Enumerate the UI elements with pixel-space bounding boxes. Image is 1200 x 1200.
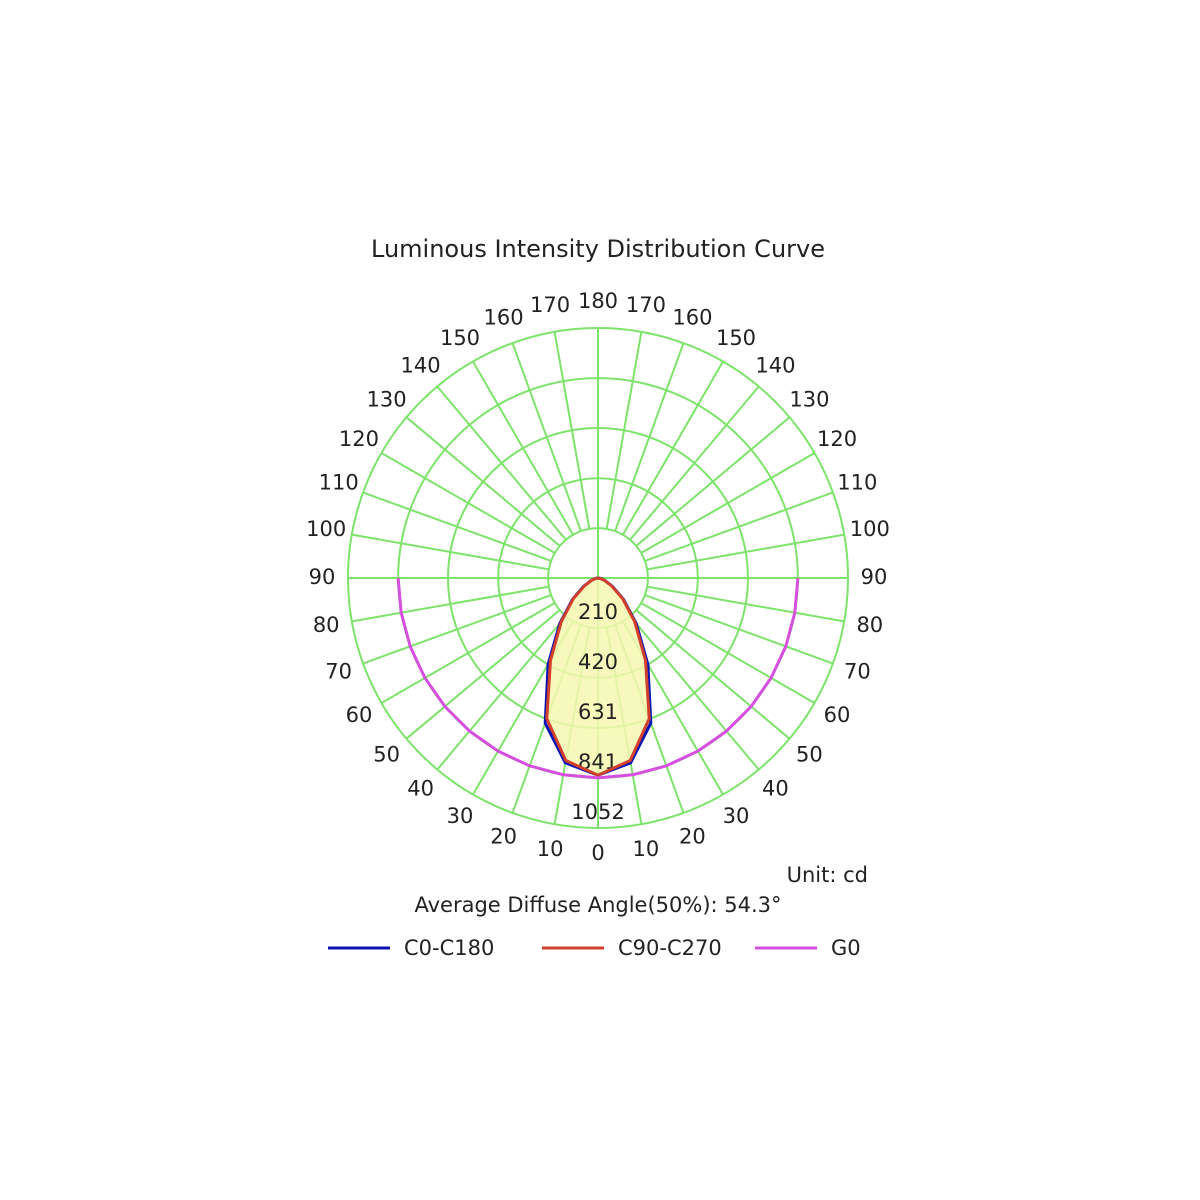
- grid-spoke: [351, 585, 550, 623]
- angle-label: 50: [373, 742, 400, 766]
- series-line: [597, 577, 800, 780]
- angle-label: 30: [723, 804, 750, 828]
- angle-label: 80: [856, 613, 883, 637]
- angle-label: 130: [789, 388, 829, 412]
- angle-label: 150: [440, 326, 480, 350]
- angle-label: 10: [537, 837, 564, 861]
- grid-spoke: [405, 416, 561, 547]
- grid-spoke: [640, 602, 816, 704]
- area-fill: [598, 578, 650, 776]
- angle-label: 150: [716, 326, 756, 350]
- series-line: [396, 577, 599, 780]
- angle-label: 0: [591, 841, 604, 865]
- r-tick-label: 1052: [571, 800, 624, 824]
- angle-label: 160: [672, 306, 712, 330]
- angle-label: 80: [313, 613, 340, 637]
- angle-label: 30: [447, 804, 474, 828]
- grid-spoke: [553, 331, 591, 530]
- angle-label: 90: [309, 565, 336, 589]
- angle-label: 120: [817, 427, 857, 451]
- grid-spoke: [436, 385, 567, 541]
- angle-label: 170: [626, 293, 666, 317]
- grid-spoke: [646, 533, 845, 571]
- grid-spoke: [614, 342, 685, 532]
- grid-spoke: [511, 342, 582, 532]
- series-line: [597, 576, 651, 777]
- unit-label: Unit: cd: [787, 863, 868, 887]
- angle-label: 100: [850, 517, 890, 541]
- grid-spoke: [380, 452, 556, 554]
- grid-spoke: [644, 491, 834, 562]
- angle-label: 70: [844, 659, 871, 683]
- angle-label: 100: [306, 517, 346, 541]
- grid-spoke: [362, 594, 552, 665]
- angle-label: 120: [339, 427, 379, 451]
- legend-label: G0: [831, 936, 861, 960]
- angle-label: 140: [401, 354, 441, 378]
- grid-spoke: [646, 585, 845, 623]
- angle-label: 110: [319, 471, 359, 495]
- r-tick-label: 420: [578, 650, 618, 674]
- angle-label: 160: [484, 306, 524, 330]
- angle-label: 170: [530, 293, 570, 317]
- angle-label: 70: [325, 659, 352, 683]
- angle-label: 10: [633, 837, 660, 861]
- grid-spoke: [405, 609, 561, 740]
- angle-label: 110: [837, 471, 877, 495]
- angle-label: 130: [367, 388, 407, 412]
- angle-label: 50: [796, 742, 823, 766]
- grid-spoke: [629, 385, 760, 541]
- grid-spoke: [635, 609, 791, 740]
- grid-spoke: [644, 594, 834, 665]
- grid-spoke: [351, 533, 550, 571]
- angle-label: 40: [407, 776, 434, 800]
- legend-label: C0-C180: [404, 936, 494, 960]
- grid-spoke: [635, 416, 791, 547]
- angle-label: 140: [755, 354, 795, 378]
- chart-title: Luminous Intensity Distribution Curve: [371, 235, 825, 263]
- angle-label: 20: [490, 824, 517, 848]
- grid-spoke: [436, 615, 567, 771]
- grid-spoke: [622, 360, 724, 536]
- r-tick-label: 210: [578, 600, 618, 624]
- grid-spoke: [380, 602, 556, 704]
- angle-label: 60: [824, 703, 851, 727]
- area-fill: [546, 578, 598, 776]
- angle-label: 90: [861, 565, 888, 589]
- grid-spoke: [362, 491, 552, 562]
- r-tick-label: 631: [578, 700, 618, 724]
- grid-spoke: [629, 615, 760, 771]
- angle-label: 20: [679, 824, 706, 848]
- grid-spoke: [605, 331, 643, 530]
- series-line: [545, 576, 599, 777]
- angle-label: 40: [762, 776, 789, 800]
- grid-spoke: [640, 452, 816, 554]
- grid-spoke: [472, 360, 574, 536]
- note: Average Diffuse Angle(50%): 54.3°: [414, 893, 781, 917]
- legend-label: C90-C270: [618, 936, 722, 960]
- angle-label: 60: [346, 703, 373, 727]
- angle-label: 180: [578, 289, 618, 313]
